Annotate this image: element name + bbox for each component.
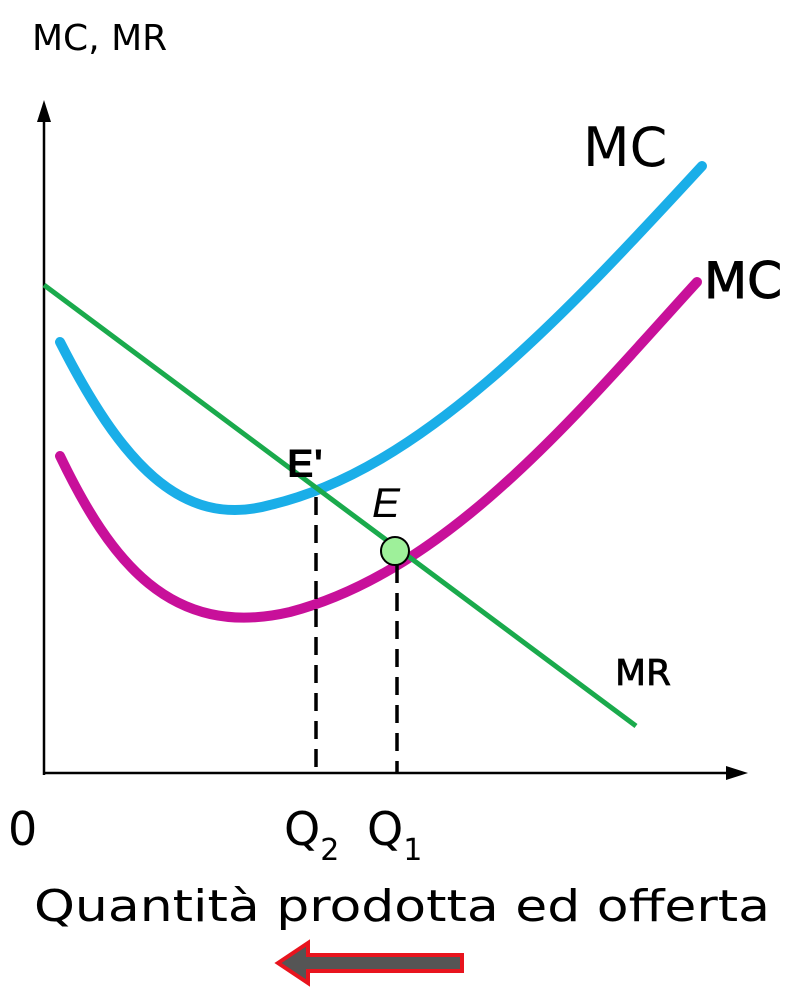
mr-line	[42, 282, 638, 729]
mc-upper-label: MC	[583, 116, 667, 179]
q2-letter: Q	[284, 802, 320, 856]
y-axis-label: MC, MR	[32, 18, 167, 59]
mc-upper-curve	[55, 161, 707, 515]
mc-lower-curve	[55, 277, 702, 623]
q2-subscript: 2	[320, 833, 339, 868]
q1-subscript: 1	[403, 833, 422, 868]
equilibrium-point-e	[380, 536, 410, 566]
q1-letter: Q	[367, 802, 403, 856]
point-e-prime-label: E'	[287, 442, 323, 486]
mc-lower-label: MC	[704, 252, 782, 310]
x-axis-label: Quantità prodotta ed offerta	[34, 881, 770, 932]
point-e-label: E	[372, 479, 401, 526]
x-axis-arrowhead	[726, 766, 748, 780]
decrease-arrow-icon	[274, 939, 464, 987]
origin-label: 0	[8, 802, 37, 856]
q2-label: Q2	[284, 802, 339, 868]
q1-label: Q1	[367, 802, 422, 868]
y-axis-arrowhead	[37, 100, 51, 122]
mr-label: MR	[615, 653, 671, 694]
